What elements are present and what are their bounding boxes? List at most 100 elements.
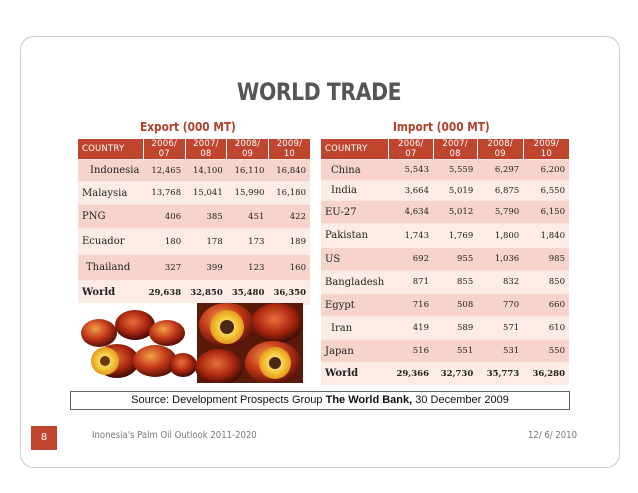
export-value: 385 bbox=[185, 204, 227, 229]
import-country: Bangladesh bbox=[321, 270, 389, 294]
import-value: 1,743 bbox=[388, 223, 433, 248]
export-value: 173 bbox=[226, 228, 269, 255]
import-value: 6,550 bbox=[523, 180, 569, 201]
export-row-malaysia: Malaysia 13,768 15,041 15,990 16,180 bbox=[78, 181, 310, 205]
import-country: Iran bbox=[321, 316, 389, 340]
import-country: Egypt bbox=[321, 293, 389, 317]
import-value: 589 bbox=[433, 316, 478, 340]
export-value: 451 bbox=[226, 204, 269, 229]
import-value: 32,730 bbox=[433, 362, 478, 385]
import-value: 1,769 bbox=[433, 223, 478, 248]
import-header-row: COUNTRY 2006/ 07 2007/ 08 2008/ 09 2009/… bbox=[321, 139, 569, 160]
import-value: 5,012 bbox=[433, 200, 478, 224]
import-value: 6,297 bbox=[477, 159, 524, 181]
import-country: US bbox=[321, 247, 389, 271]
import-value: 6,150 bbox=[523, 200, 569, 224]
footer-date: 12/ 6/ 2010 bbox=[528, 430, 577, 441]
import-value: 610 bbox=[523, 316, 569, 340]
export-country: Indonesia bbox=[78, 159, 144, 182]
export-row-ecuador: Ecuador 180 178 173 189 bbox=[78, 228, 310, 255]
import-value: 1,036 bbox=[477, 247, 524, 271]
export-value: 189 bbox=[268, 228, 310, 255]
import-value: 716 bbox=[388, 293, 433, 317]
import-value: 692 bbox=[388, 247, 433, 271]
import-country: Japan bbox=[321, 339, 389, 363]
export-value: 16,180 bbox=[268, 181, 310, 205]
source-note: Source: Development Prospects Group The … bbox=[70, 391, 570, 410]
export-value: 15,990 bbox=[226, 181, 269, 205]
export-row-indonesia: Indonesia 12,465 14,100 16,110 16,840 bbox=[78, 159, 310, 182]
export-value: 35,480 bbox=[226, 280, 269, 305]
import-row-india: India 3,664 5,019 6,875 6,550 bbox=[321, 180, 569, 201]
import-row-us: US 692 955 1,036 985 bbox=[321, 247, 569, 271]
import-value: 4,634 bbox=[388, 200, 433, 224]
export-header-row: COUNTRY 2006/ 07 2007/ 08 2008/ 09 2009/… bbox=[78, 139, 310, 160]
export-col-2009: 2009/ 10 bbox=[267, 139, 310, 160]
export-row-thailand: Thailand 327 399 123 160 bbox=[78, 254, 310, 281]
import-heading: Import (000 MT) bbox=[393, 120, 490, 134]
export-col-2007: 2007/ 08 bbox=[184, 139, 227, 160]
slide-title: WORLD TRADE bbox=[236, 78, 402, 106]
export-value: 123 bbox=[226, 254, 269, 281]
import-value: 5,019 bbox=[433, 180, 478, 201]
import-row-china: China 5,543 5,559 6,297 6,200 bbox=[321, 159, 569, 181]
import-country: EU-27 bbox=[321, 200, 389, 224]
import-value: 35,773 bbox=[477, 362, 524, 385]
source-org: The World Bank, bbox=[325, 394, 413, 406]
import-value: 871 bbox=[388, 270, 433, 294]
source-prefix: Source: Development Prospects Group bbox=[131, 394, 326, 406]
import-row-world: World 29,366 32,730 35,773 36,280 bbox=[321, 362, 569, 385]
import-value: 832 bbox=[477, 270, 524, 294]
import-value: 36,280 bbox=[523, 362, 569, 385]
export-value: 178 bbox=[185, 228, 227, 255]
export-value: 16,110 bbox=[226, 159, 269, 182]
export-table: COUNTRY 2006/ 07 2007/ 08 2008/ 09 2009/… bbox=[78, 139, 310, 305]
export-col-2008: 2008/ 09 bbox=[226, 139, 269, 160]
import-value: 660 bbox=[523, 293, 569, 317]
export-country: PNG bbox=[78, 204, 144, 229]
export-value: 13,768 bbox=[143, 181, 186, 205]
export-country: World bbox=[78, 280, 144, 305]
export-value: 36,350 bbox=[268, 280, 310, 305]
export-value: 422 bbox=[268, 204, 310, 229]
export-col-2006: 2006/ 07 bbox=[142, 139, 186, 160]
export-value: 327 bbox=[143, 254, 186, 281]
import-value: 5,559 bbox=[433, 159, 478, 181]
import-value: 855 bbox=[433, 270, 478, 294]
export-value: 12,465 bbox=[143, 159, 186, 182]
import-col-country: COUNTRY bbox=[321, 139, 389, 160]
import-value: 516 bbox=[388, 339, 433, 363]
export-row-world: World 29,638 32,850 35,480 36,350 bbox=[78, 280, 310, 305]
import-value: 955 bbox=[433, 247, 478, 271]
import-value: 985 bbox=[523, 247, 569, 271]
import-col-2007: 2007/ 08 bbox=[432, 139, 478, 160]
palm-fruit-illustration bbox=[77, 303, 303, 383]
import-value: 419 bbox=[388, 316, 433, 340]
export-row-png: PNG 406 385 451 422 bbox=[78, 204, 310, 229]
export-country: Ecuador bbox=[78, 228, 144, 255]
export-value: 399 bbox=[185, 254, 227, 281]
import-value: 6,200 bbox=[523, 159, 569, 181]
import-value: 531 bbox=[477, 339, 524, 363]
export-country: Malaysia bbox=[78, 181, 144, 205]
export-value: 32,850 bbox=[185, 280, 227, 305]
import-table: COUNTRY 2006/ 07 2007/ 08 2008/ 09 2009/… bbox=[321, 139, 569, 385]
export-value: 14,100 bbox=[185, 159, 227, 182]
import-value: 850 bbox=[523, 270, 569, 294]
export-col-country: COUNTRY bbox=[78, 139, 144, 160]
palm-fruit-photos bbox=[77, 303, 303, 383]
export-value: 16,840 bbox=[268, 159, 310, 182]
import-row-pakistan: Pakistan 1,743 1,769 1,800 1,840 bbox=[321, 223, 569, 248]
import-value: 29,366 bbox=[388, 362, 433, 385]
import-col-2006: 2006/ 07 bbox=[388, 139, 433, 160]
import-value: 551 bbox=[433, 339, 478, 363]
export-value: 180 bbox=[143, 228, 186, 255]
import-col-2008: 2008/ 09 bbox=[476, 139, 524, 160]
export-value: 160 bbox=[268, 254, 310, 281]
import-country: India bbox=[321, 180, 389, 201]
export-heading: Export (000 MT) bbox=[140, 120, 236, 134]
import-country: Pakistan bbox=[321, 223, 389, 248]
export-value: 406 bbox=[143, 204, 186, 229]
import-value: 571 bbox=[477, 316, 524, 340]
import-row-eu27: EU-27 4,634 5,012 5,790 6,150 bbox=[321, 200, 569, 224]
